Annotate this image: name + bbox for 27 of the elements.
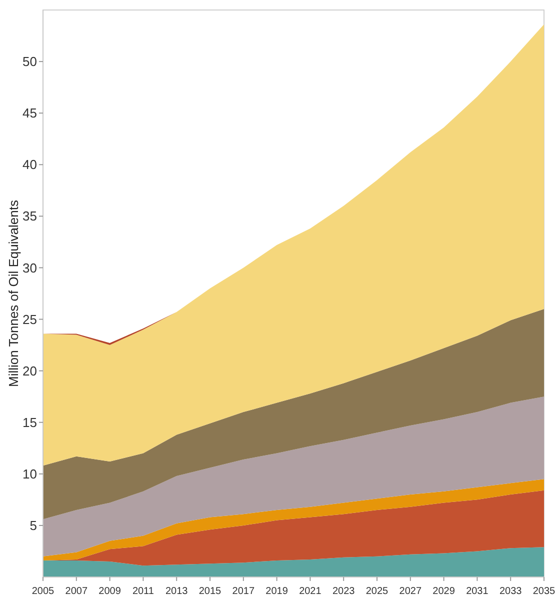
x-tick-label: 2027 <box>399 586 422 597</box>
x-tick-label: 2029 <box>432 586 456 597</box>
x-tick-label: 2017 <box>232 586 255 597</box>
y-tick-label: 10 <box>22 466 37 482</box>
x-tick-label: 2031 <box>466 586 489 597</box>
x-tick-label: 2021 <box>299 586 322 597</box>
x-tick-label: 2011 <box>132 586 154 597</box>
y-tick-label: 25 <box>22 312 37 327</box>
y-tick-label: 40 <box>22 157 37 172</box>
x-tick-label: 2035 <box>532 586 555 597</box>
x-tick-label: 2005 <box>32 586 55 597</box>
y-tick-label: 30 <box>22 260 37 276</box>
y-tick-label: 15 <box>22 414 37 430</box>
y-tick-label: 45 <box>22 106 37 121</box>
x-tick-label: 2015 <box>198 586 222 597</box>
x-tick-label: 2033 <box>499 586 522 597</box>
y-axis-title: Million Tonnes of Oil Equivalents <box>6 200 21 387</box>
x-tick-label: 2023 <box>332 586 356 597</box>
x-tick-label: 2025 <box>366 586 389 597</box>
x-tick-label: 2013 <box>165 586 188 597</box>
y-tick-label: 5 <box>30 518 37 534</box>
y-tick-label: 20 <box>22 363 37 378</box>
x-tick-label: 2009 <box>98 586 122 597</box>
x-tick-label: 2007 <box>65 586 88 597</box>
y-tick-label: 50 <box>22 54 37 70</box>
y-tick-label: 35 <box>22 208 37 224</box>
x-tick-label: 2019 <box>266 586 288 597</box>
